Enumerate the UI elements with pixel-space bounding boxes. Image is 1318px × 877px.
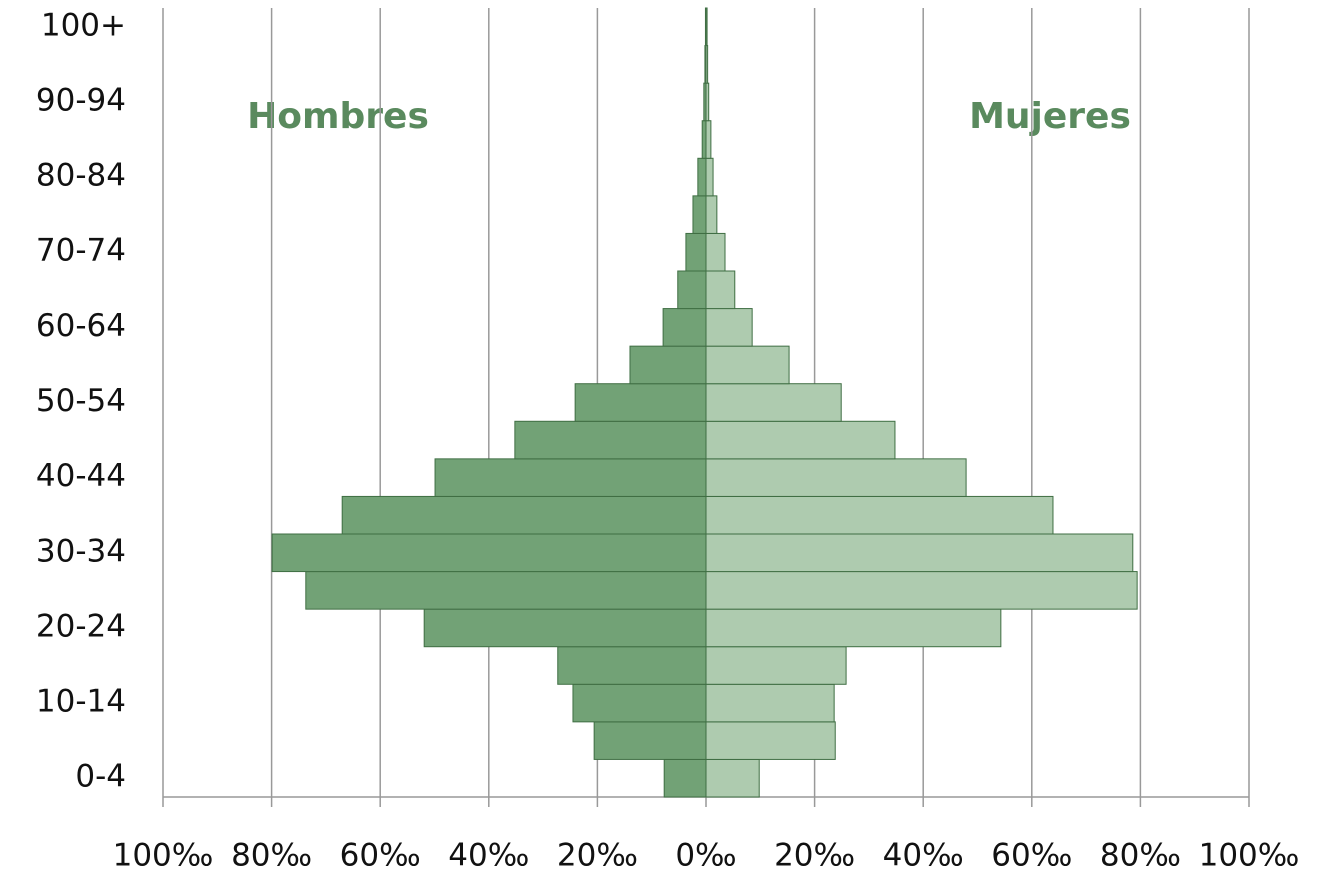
bar <box>697 157 707 197</box>
bar <box>705 383 842 422</box>
bar <box>705 82 710 122</box>
bar <box>705 195 718 234</box>
bar <box>593 721 707 760</box>
bar <box>705 345 790 385</box>
bar <box>705 120 712 159</box>
y-tick-label: 50-54 <box>36 383 126 419</box>
x-tick-label: 100‰ <box>1199 838 1300 874</box>
bar <box>705 458 967 497</box>
x-tick-label: 80‰ <box>231 838 312 874</box>
y-tick-label: 80-84 <box>36 158 126 194</box>
bar <box>705 571 1138 610</box>
y-tick-label: 60-64 <box>36 308 126 344</box>
y-tick-label: 100+ <box>41 7 126 43</box>
bar <box>692 195 707 234</box>
bar <box>705 533 1134 573</box>
bar <box>685 232 707 272</box>
bar <box>705 270 736 310</box>
bar <box>705 157 714 197</box>
y-tick-label: 10-14 <box>36 684 126 720</box>
bar <box>705 45 709 84</box>
bar <box>701 120 707 159</box>
bar <box>434 458 707 497</box>
bar <box>705 758 760 798</box>
series-label: Mujeres <box>969 96 1131 137</box>
bar <box>271 533 707 573</box>
bar <box>557 646 707 685</box>
y-tick-label: 70-74 <box>36 233 126 269</box>
bar <box>663 758 707 798</box>
bar <box>705 420 896 460</box>
bar <box>705 721 836 760</box>
y-tick-label: 20-24 <box>36 608 126 644</box>
series-label: Hombres <box>247 96 429 137</box>
x-tick-label: 40‰ <box>883 838 964 874</box>
bar <box>705 308 753 347</box>
bar <box>677 270 707 310</box>
bar <box>305 571 707 610</box>
bar <box>514 420 707 460</box>
bar <box>705 608 1002 648</box>
bar <box>705 646 847 685</box>
bar <box>341 495 707 535</box>
y-tick-label: 30-34 <box>36 533 126 569</box>
x-tick-label: 40‰ <box>448 838 529 874</box>
y-tick-label: 0-4 <box>75 759 126 795</box>
y-tick-label: 90-94 <box>36 82 126 118</box>
x-tick-label: 100‰ <box>113 838 214 874</box>
x-tick-label: 20‰ <box>557 838 638 874</box>
bar <box>705 495 1054 535</box>
bar <box>705 7 708 47</box>
bar <box>662 308 707 347</box>
bar <box>705 683 835 723</box>
bar <box>705 232 726 272</box>
bar <box>572 683 707 723</box>
bar <box>423 608 707 648</box>
x-tick-label: 20‰ <box>774 838 855 874</box>
x-tick-label: 80‰ <box>1100 838 1181 874</box>
y-tick-label: 40-44 <box>36 458 126 494</box>
bar <box>574 383 707 422</box>
bar <box>629 345 707 385</box>
x-tick-label: 60‰ <box>340 838 421 874</box>
x-tick-label: 0‰ <box>675 838 736 874</box>
x-tick-label: 60‰ <box>991 838 1072 874</box>
